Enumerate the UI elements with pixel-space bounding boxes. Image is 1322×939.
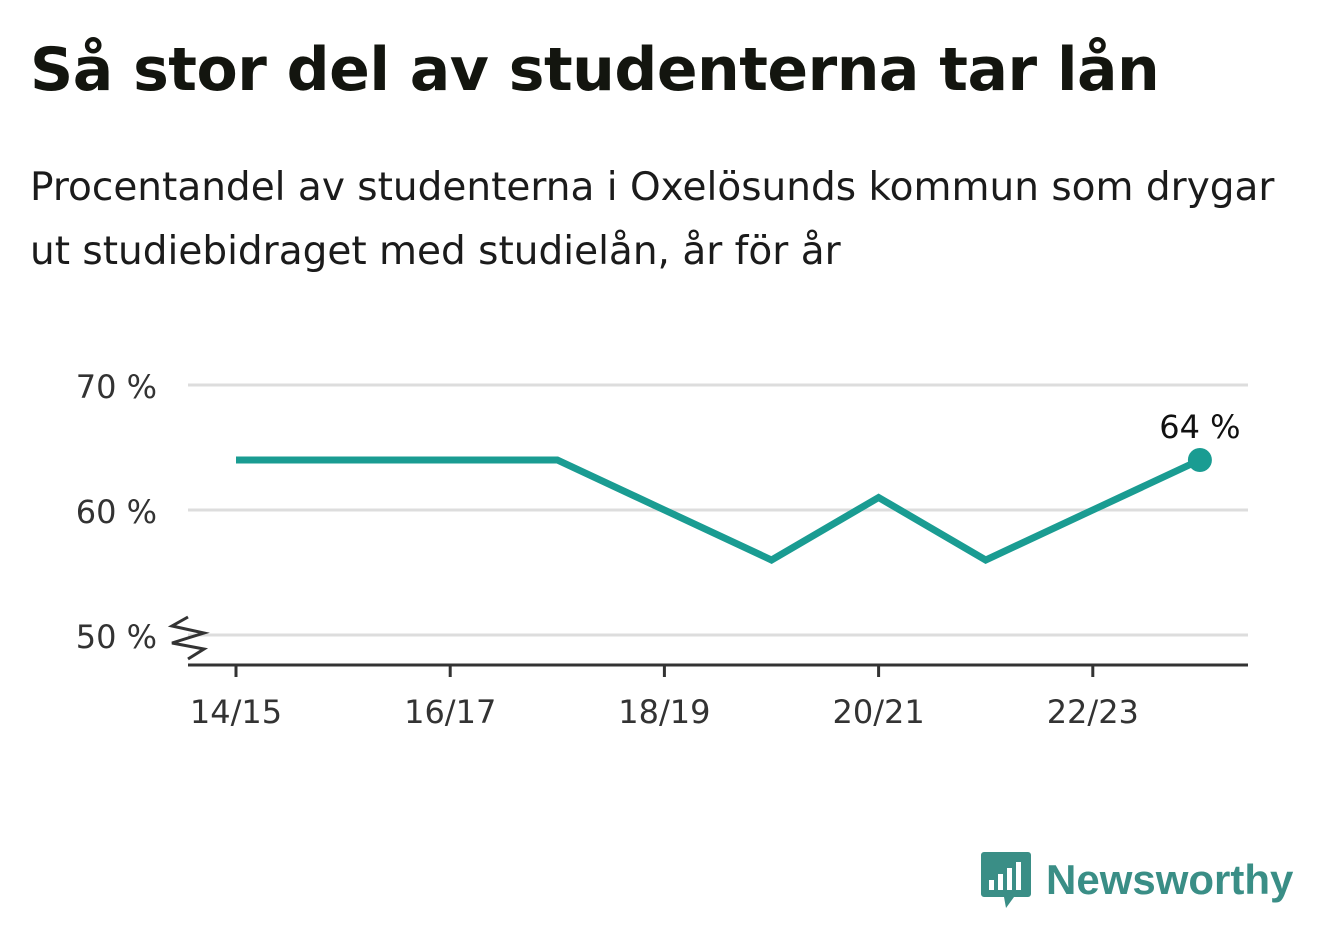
x-tick-label: 20/21 [832,693,924,731]
y-axis-ticks: 50 % 60 % 70 % [76,368,157,656]
chart-title: Så stor del av studenterna tar lån [30,35,1160,105]
newsworthy-brand: Newsworthy [980,848,1293,912]
y-tick-label: 70 % [76,368,157,406]
y-tick-label: 50 % [76,618,157,656]
end-value-label: 64 % [1159,408,1240,446]
x-axis [167,615,1248,667]
x-tick-label: 18/19 [618,693,710,731]
gridlines [188,383,1248,637]
chart-subtitle: Procentandel av studenterna i Oxelösunds… [30,165,1275,274]
newsworthy-logo-icon [981,852,1031,908]
x-tick-label: 22/23 [1047,693,1139,731]
end-point-marker [1187,448,1212,472]
series-layer [236,448,1212,564]
x-tick-label: 16/17 [404,693,496,731]
x-axis-ticks: 14/15 16/17 18/19 20/21 22/23 [190,665,1139,731]
data-labels: 64 % [1159,408,1240,446]
axis-break-icon [167,615,210,661]
x-tick-label: 14/15 [190,693,282,731]
series-line [236,456,1202,564]
line-chart: 50 % 60 % 70 % 14/15 16/17 18/19 20/21 22/23 6… [76,368,1248,731]
y-tick-label: 60 % [76,493,157,531]
brand-name: Newsworthy [1046,856,1294,903]
